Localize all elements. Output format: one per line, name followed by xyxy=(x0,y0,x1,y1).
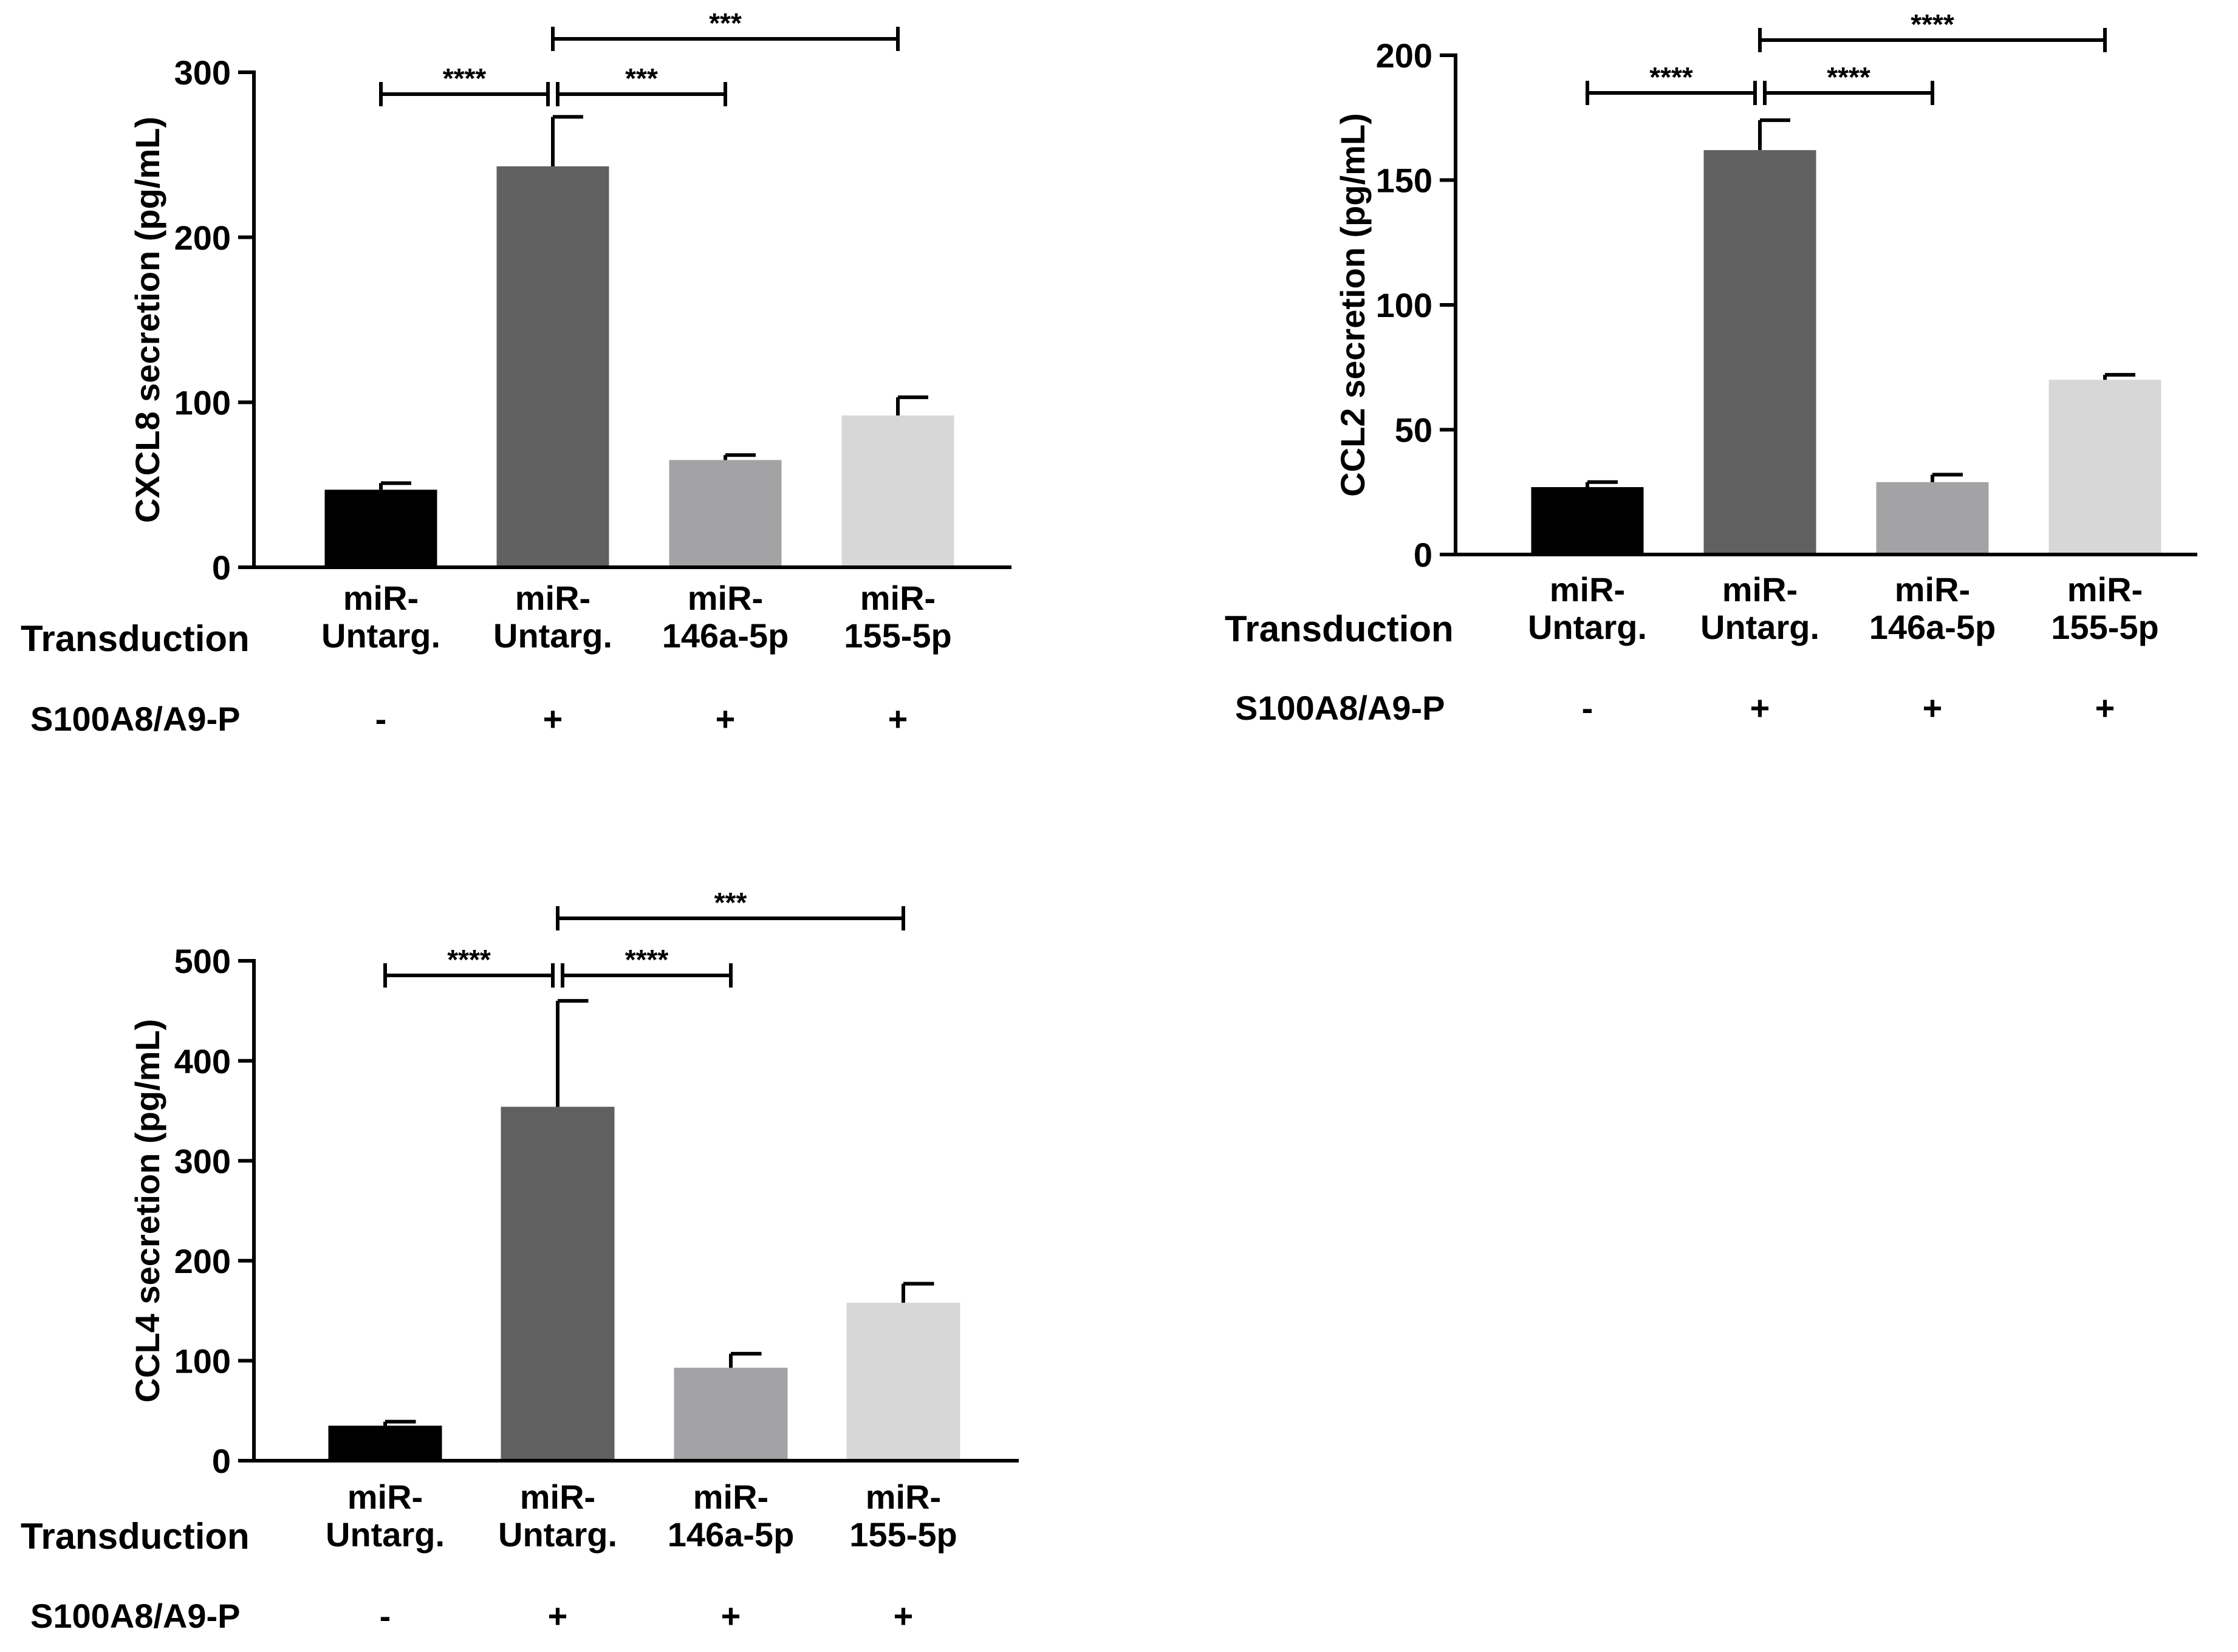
significance-label: **** xyxy=(1827,61,1870,93)
category-label: Untarg. xyxy=(493,616,612,655)
treatment-sign: + xyxy=(1750,689,1770,727)
y-tick-label: 200 xyxy=(1376,36,1432,75)
bar xyxy=(1703,150,1816,555)
category-label: miR- xyxy=(2067,570,2143,609)
category-label: Untarg. xyxy=(326,1515,445,1554)
y-tick-label: 200 xyxy=(174,1242,231,1280)
bar xyxy=(669,460,782,567)
treatment-sign: + xyxy=(548,1597,568,1635)
category-label: 146a-5p xyxy=(662,616,789,655)
category-label: miR- xyxy=(1722,570,1798,609)
bar xyxy=(1531,487,1644,555)
significance-bracket: **** xyxy=(1763,61,1934,105)
y-tick-label: 300 xyxy=(174,53,231,92)
bar xyxy=(2048,380,2161,555)
treatment-sign: - xyxy=(1582,689,1593,727)
category-label: 155-5p xyxy=(2051,608,2158,646)
category-label: miR- xyxy=(1895,570,1970,609)
category-label: miR- xyxy=(693,1478,768,1516)
significance-bracket: **** xyxy=(1758,9,2107,52)
treatment-row-label: S100A8/A9-P xyxy=(1235,689,1445,727)
y-tick-label: 100 xyxy=(174,383,231,422)
significance-bracket: **** xyxy=(383,944,555,988)
category-label: miR- xyxy=(688,579,763,617)
treatment-row-label: S100A8/A9-P xyxy=(30,1597,241,1635)
treatment-sign: + xyxy=(1923,689,1943,727)
category-label: miR- xyxy=(520,1478,595,1516)
y-tick-label: 400 xyxy=(174,1042,231,1080)
y-tick-label: 50 xyxy=(1395,411,1432,449)
significance-label: *** xyxy=(714,887,747,918)
transduction-row-label: Transduction xyxy=(21,1516,250,1557)
y-axis-label: CCL2 secretion (pg/mL) xyxy=(1333,113,1372,497)
y-tick-label: 0 xyxy=(212,1442,231,1480)
significance-bracket: **** xyxy=(1586,61,1757,105)
category-label: 155-5p xyxy=(844,616,951,655)
transduction-row-label: Transduction xyxy=(1225,609,1454,649)
significance-label: **** xyxy=(1649,61,1693,93)
bar xyxy=(496,166,609,568)
category-label: miR- xyxy=(866,1478,941,1516)
significance-label: *** xyxy=(625,63,658,94)
treatment-sign: + xyxy=(894,1597,914,1635)
bar xyxy=(846,1302,960,1461)
y-axis-label: CCL4 secretion (pg/mL) xyxy=(128,1019,166,1403)
significance-bracket: *** xyxy=(556,887,905,930)
category-label: 146a-5p xyxy=(1869,608,1996,646)
bar xyxy=(674,1367,788,1461)
chart-panel-bottom-left: 0 100 200 300 400 500 CCL4 secretion (pg/mL) mi… xyxy=(21,887,1019,1635)
y-tick-label: 300 xyxy=(174,1142,231,1180)
y-tick-label: 500 xyxy=(174,942,231,980)
y-tick-label: 200 xyxy=(174,219,231,257)
category-label: miR- xyxy=(1550,570,1625,609)
treatment-sign: - xyxy=(380,1597,391,1635)
treatment-sign: + xyxy=(716,700,736,738)
bar xyxy=(501,1107,615,1461)
significance-label: **** xyxy=(443,63,487,94)
significance-label: *** xyxy=(709,7,742,39)
treatment-sign: - xyxy=(375,700,387,738)
y-tick-label: 150 xyxy=(1376,162,1432,200)
y-tick-label: 100 xyxy=(1376,286,1432,324)
y-tick-label: 0 xyxy=(212,548,231,587)
bar xyxy=(841,415,954,567)
bar xyxy=(328,1425,442,1461)
treatment-sign: + xyxy=(721,1597,741,1635)
category-label: miR- xyxy=(343,579,419,617)
category-label: miR- xyxy=(515,579,590,617)
category-label: 146a-5p xyxy=(668,1515,795,1554)
significance-label: **** xyxy=(447,944,491,975)
category-label: Untarg. xyxy=(1700,608,1819,646)
treatment-sign: + xyxy=(2095,689,2115,727)
category-label: miR- xyxy=(860,579,936,617)
treatment-sign: + xyxy=(888,700,908,738)
y-tick-label: 0 xyxy=(1414,536,1432,574)
treatment-row-label: S100A8/A9-P xyxy=(30,700,241,738)
category-label: 155-5p xyxy=(849,1515,957,1554)
y-tick-label: 100 xyxy=(174,1342,231,1381)
treatment-sign: + xyxy=(543,700,563,738)
bar xyxy=(324,490,437,567)
transduction-row-label: Transduction xyxy=(21,618,250,659)
bar xyxy=(1876,482,1989,555)
significance-bracket: **** xyxy=(561,944,733,988)
significance-label: **** xyxy=(1911,9,1954,40)
category-label: Untarg. xyxy=(321,616,440,655)
category-label: miR- xyxy=(347,1478,423,1516)
significance-bracket: *** xyxy=(551,7,900,51)
category-label: Untarg. xyxy=(1528,608,1647,646)
category-label: Untarg. xyxy=(498,1515,617,1554)
significance-bracket: **** xyxy=(379,63,550,106)
significance-label: **** xyxy=(625,944,669,975)
y-axis-label: CXCL8 secretion (pg/mL) xyxy=(128,117,166,523)
significance-bracket: *** xyxy=(556,63,727,106)
